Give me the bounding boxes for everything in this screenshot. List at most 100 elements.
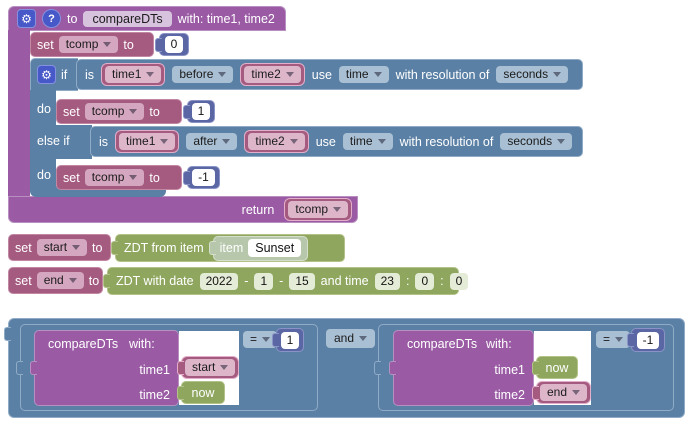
return-value-block[interactable]: tcomp [284, 198, 352, 221]
dropdown-arrow-icon [218, 72, 227, 77]
set-label: set [37, 37, 54, 52]
elseif-segment[interactable]: else if [30, 125, 92, 159]
comparison-operator-dropdown[interactable]: = [596, 331, 631, 348]
if-block-header[interactable]: ⚙ if [30, 58, 78, 91]
do-label: do [37, 102, 51, 116]
dropdown-arrow-icon [146, 72, 155, 77]
date-separator: - [244, 274, 249, 288]
if-block-bottom[interactable] [30, 186, 166, 197]
variable-dropdown[interactable]: tcomp [84, 103, 145, 120]
zdt-with-date-block[interactable]: ZDT with date 2022 - 1 - 15 and time 23 … [107, 267, 469, 295]
dropdown-arrow-icon [72, 245, 81, 250]
number-block[interactable]: 0 [159, 33, 189, 56]
resolution-dropdown[interactable]: seconds [496, 66, 569, 83]
function-params-label: with: time1, time2 [177, 11, 275, 26]
set-variable-block[interactable]: set tcomp to [56, 99, 182, 124]
to-label: to [123, 37, 134, 52]
second-field[interactable]: 0 [449, 272, 469, 290]
zdt-from-item-label: ZDT from item [124, 241, 204, 255]
variable-dropdown[interactable]: start [36, 239, 88, 256]
month-field[interactable]: 1 [254, 272, 274, 290]
time2-param-label: time2 [139, 388, 170, 402]
start-dropdown[interactable]: start [185, 359, 236, 376]
set-variable-block[interactable]: set tcomp to [56, 165, 182, 190]
now-block[interactable]: now [536, 356, 578, 379]
zdt-from-item-block[interactable]: ZDT from item item Sunset [115, 234, 345, 262]
return-var-dropdown[interactable]: tcomp [288, 201, 348, 218]
datetime-compare-block[interactable]: is time1 after time2 use time with resol… [90, 126, 583, 157]
time2-param-label: time2 [494, 388, 525, 402]
function-call-block[interactable]: compareDTs with: time1 time2 [34, 330, 179, 406]
minute-field[interactable]: 0 [415, 272, 435, 290]
end-dropdown[interactable]: end [540, 384, 588, 401]
end-variable-block[interactable]: end [536, 381, 592, 404]
number-block[interactable]: 1 [187, 100, 215, 123]
time1-dropdown[interactable]: time1 [105, 66, 162, 83]
number-field[interactable]: 1 [280, 331, 300, 349]
variable-dropdown[interactable]: tcomp [58, 36, 119, 53]
number-field[interactable]: 0 [164, 36, 184, 53]
time1-dropdown[interactable]: time1 [119, 133, 176, 150]
dropdown-arrow-icon [262, 337, 271, 342]
hour-field[interactable]: 23 [374, 272, 400, 290]
resolution-dropdown[interactable]: seconds [500, 133, 573, 150]
set-variable-block[interactable]: set tcomp to [30, 32, 154, 57]
function-def-header[interactable]: ⚙ ? to compareDTs with: time1, time2 [8, 6, 286, 31]
start-variable-block[interactable]: start [181, 356, 240, 379]
number-block[interactable]: -1 [187, 166, 220, 189]
time1-param-label: time1 [494, 363, 525, 377]
year-field[interactable]: 2022 [199, 272, 239, 290]
item-name-field[interactable]: Sunset [248, 239, 302, 257]
and-operator-dropdown[interactable]: and [326, 329, 376, 348]
time-unit-dropdown[interactable]: time [338, 66, 389, 83]
number-field[interactable]: -1 [636, 331, 660, 349]
function-call-block[interactable]: compareDTs with: time1 time2 [393, 330, 534, 406]
time2-variable-block[interactable]: time2 [240, 63, 305, 86]
function-def-footer[interactable]: return tcomp [8, 196, 358, 223]
day-field[interactable]: 15 [289, 272, 315, 290]
time1-variable-block[interactable]: time1 [101, 63, 166, 86]
operator-dropdown[interactable]: after [186, 133, 238, 150]
to-label: to [92, 240, 103, 255]
time2-dropdown[interactable]: time2 [248, 133, 305, 150]
set-variable-block[interactable]: set start to [8, 234, 111, 261]
time2-variable-block[interactable]: time2 [244, 130, 309, 153]
if-mutator-gear-icon[interactable]: ⚙ [37, 65, 56, 84]
variable-dropdown[interactable]: end [36, 272, 84, 289]
datetime-compare-block[interactable]: is time1 before time2 use time with reso… [76, 59, 583, 90]
use-label: use [311, 67, 332, 82]
number-field[interactable]: 1 [191, 103, 211, 120]
item-block[interactable]: item Sunset [212, 235, 309, 261]
time1-variable-block[interactable]: time1 [115, 130, 180, 153]
and-time-label: and time [320, 274, 369, 288]
dropdown-arrow-icon [103, 42, 112, 47]
number-block[interactable]: -1 [631, 328, 665, 352]
number-block[interactable]: 1 [276, 328, 304, 352]
operator-dropdown[interactable]: before [172, 66, 234, 83]
call-name-label: compareDTs [407, 337, 478, 351]
with-label: with: [486, 337, 512, 351]
number-field[interactable]: -1 [192, 169, 215, 186]
set-variable-block[interactable]: set end to [8, 267, 103, 294]
is-label: is [99, 134, 109, 149]
dropdown-arrow-icon [160, 139, 169, 144]
function-def-spine[interactable] [8, 30, 30, 197]
mutator-gear-icon[interactable]: ⚙ [17, 9, 36, 28]
help-icon[interactable]: ? [42, 9, 61, 28]
time-unit-dropdown[interactable]: time [342, 133, 393, 150]
dropdown-arrow-icon [553, 72, 562, 77]
set-label: set [15, 240, 32, 255]
dropdown-arrow-icon [377, 139, 386, 144]
variable-dropdown[interactable]: tcomp [84, 169, 145, 186]
now-block[interactable]: now [181, 381, 225, 404]
function-name-field[interactable]: compareDTs [83, 10, 172, 27]
dropdown-arrow-icon [129, 175, 138, 180]
dropdown-arrow-icon [68, 278, 77, 283]
call-name-label: compareDTs [48, 337, 119, 351]
comparison-operator-dropdown[interactable]: = [243, 331, 278, 348]
dropdown-arrow-icon [373, 72, 382, 77]
dropdown-arrow-icon [220, 365, 229, 370]
time-separator: : [405, 274, 410, 288]
time2-dropdown[interactable]: time2 [244, 66, 301, 83]
